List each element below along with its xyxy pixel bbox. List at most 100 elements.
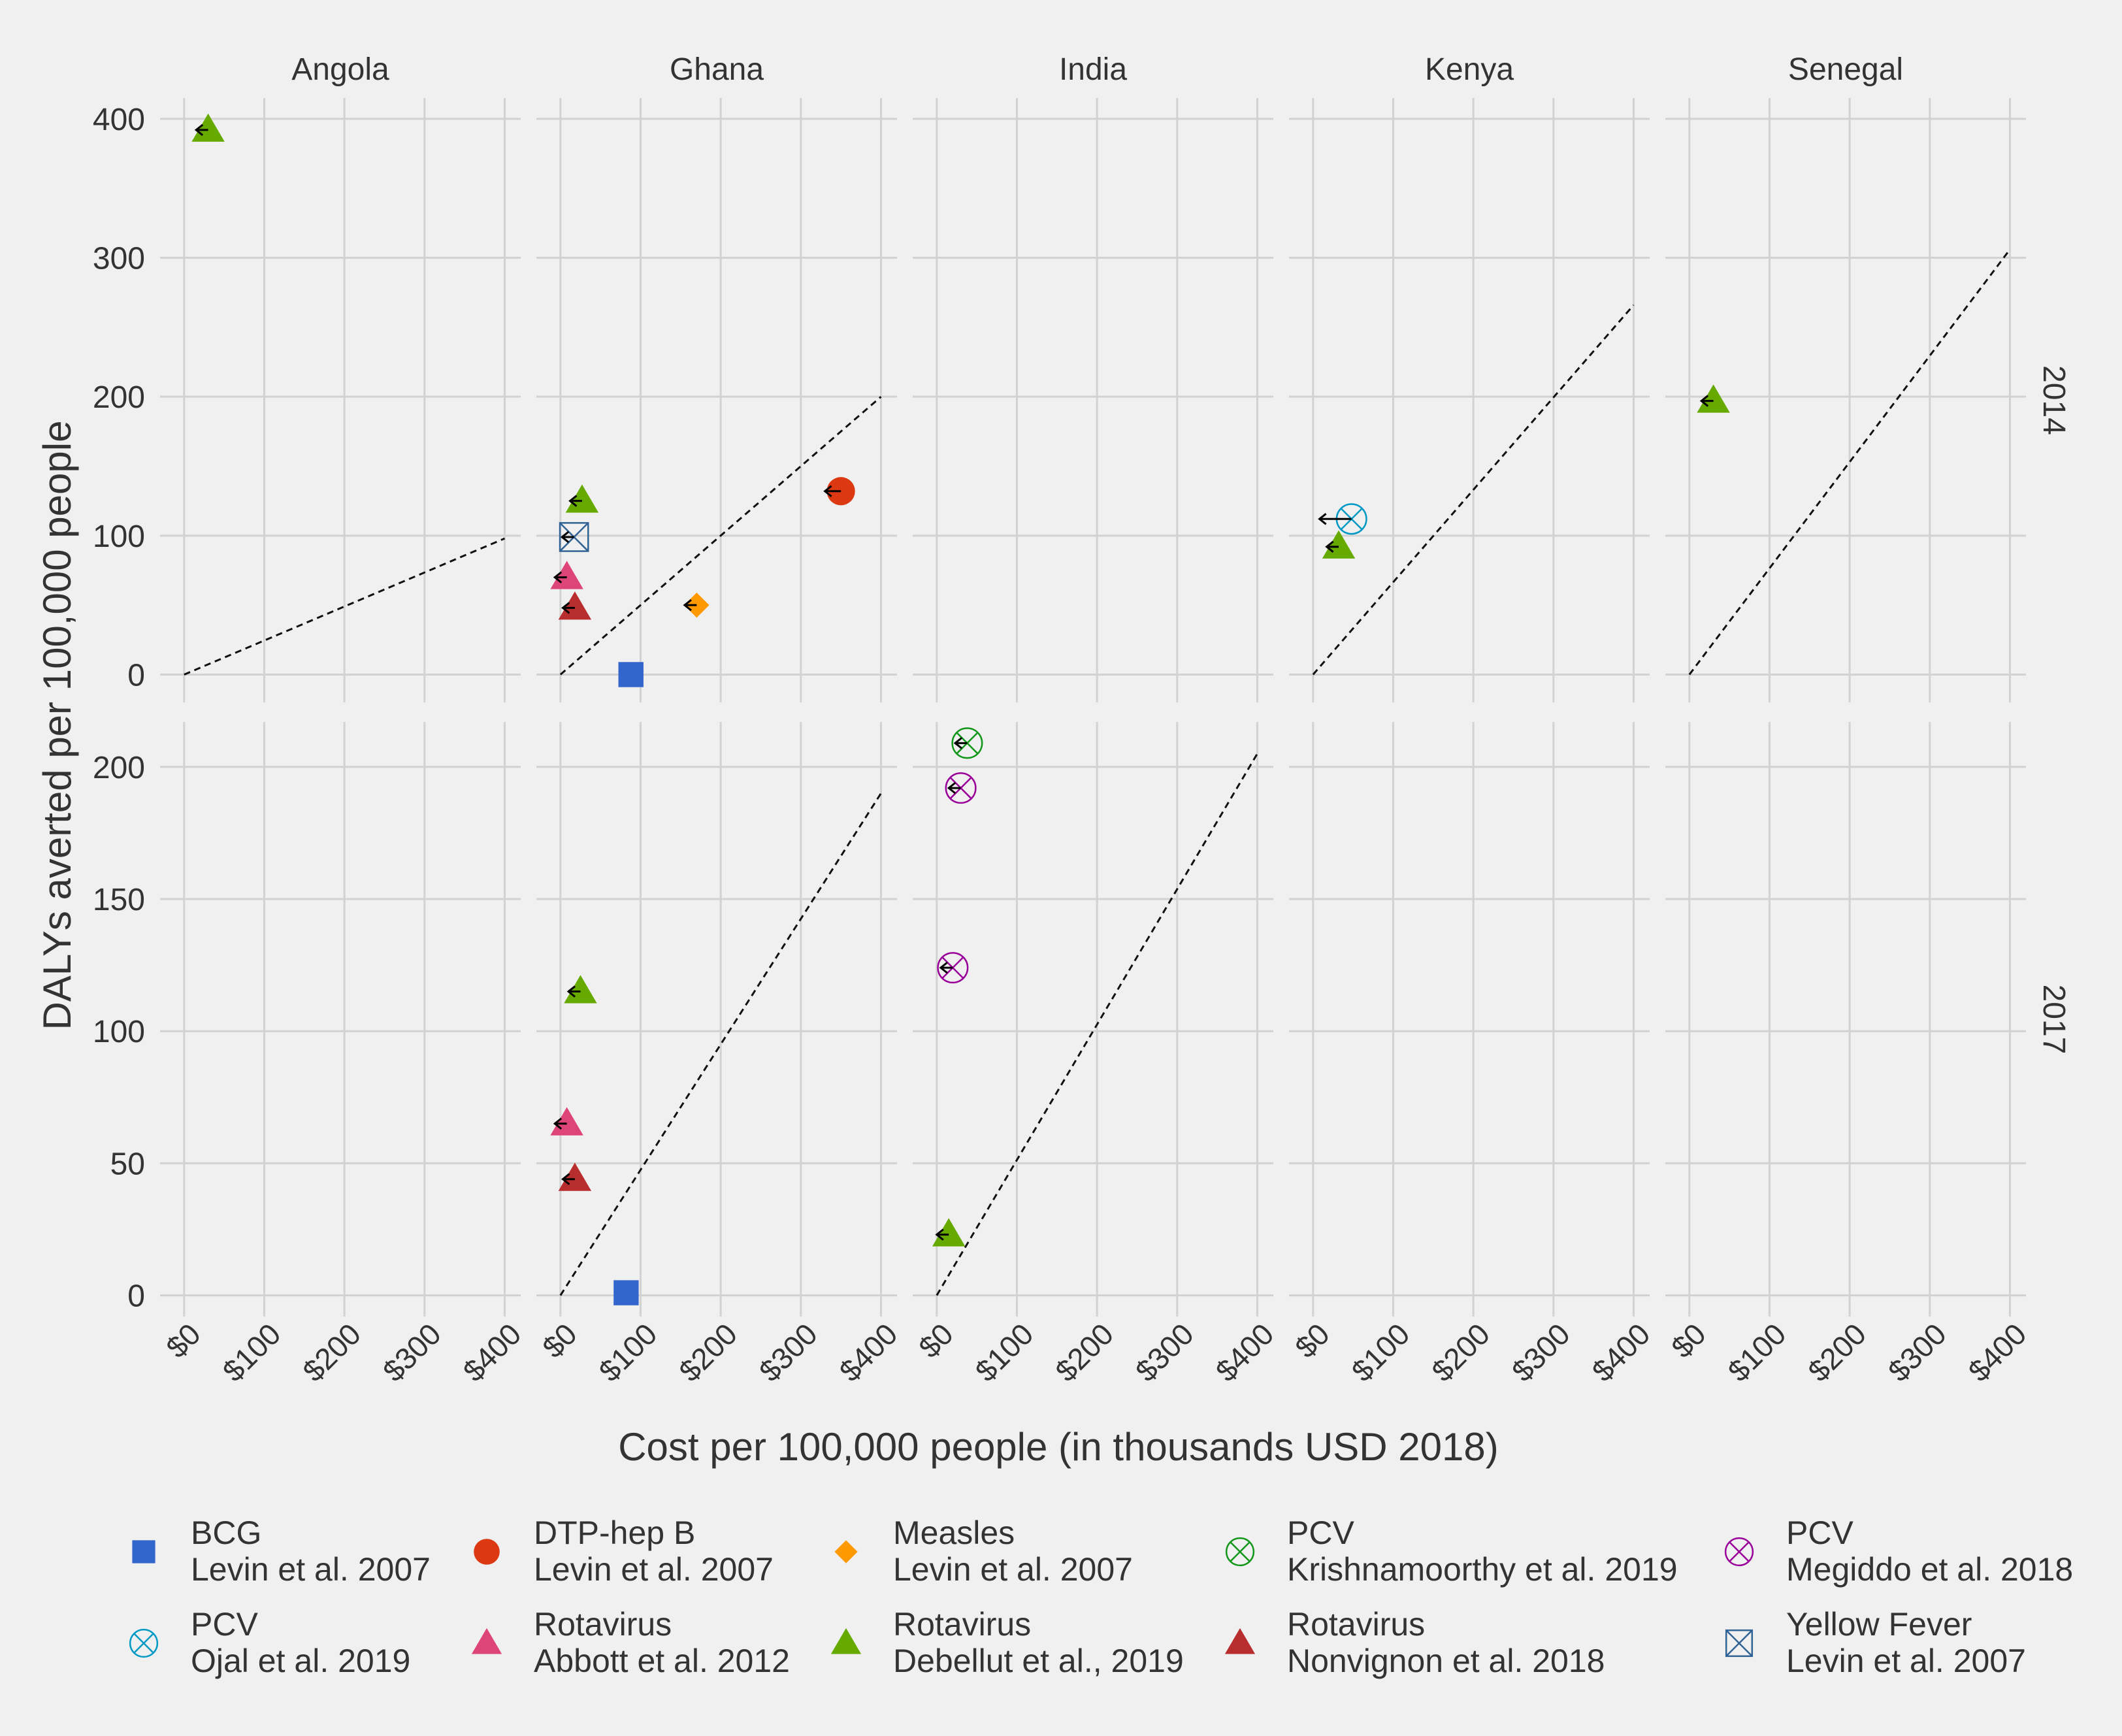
legend-label-name: DTP-hep B <box>534 1515 695 1551</box>
point-arrow <box>939 961 953 974</box>
strip-label-india: India <box>1059 52 1127 87</box>
legend-label-source: Abbott et al. 2012 <box>534 1643 790 1679</box>
strip-label-kenya: Kenya <box>1425 52 1514 87</box>
point-pcv_m-ring <box>945 772 977 804</box>
point-pcv_m-ring <box>937 952 969 984</box>
y-tick-label: 200 <box>93 751 145 785</box>
legend-label-name: PCV <box>1786 1515 1853 1551</box>
threshold-line <box>1312 304 1635 676</box>
point-rota_n <box>558 591 592 620</box>
legend-label-name: PCV <box>191 1606 258 1643</box>
point-arrow <box>561 602 575 614</box>
legend-key-rota_a <box>471 1628 502 1654</box>
legend-label-source: Levin et al. 2007 <box>893 1551 1133 1588</box>
legend-label-name: Rotavirus <box>893 1606 1031 1643</box>
legend-key-pcv_o-cross <box>133 1633 154 1654</box>
facet-strips: Angola Ghana India Kenya Senegal 2014 2017 <box>291 52 2071 1054</box>
point-rota_n <box>558 1162 592 1191</box>
point-arrow <box>568 495 582 507</box>
y-tick-label: 50 <box>110 1147 145 1181</box>
legend-label-name: Rotavirus <box>534 1606 672 1643</box>
point-rota_a <box>550 1107 583 1136</box>
legend-key-bcg <box>132 1540 155 1564</box>
panel-senegal-2017 <box>1665 722 2026 1317</box>
y-axis-title: DALYs averted per 100,000 people <box>35 421 79 1030</box>
strip-label-2017: 2017 <box>2036 985 2071 1055</box>
point-pcv_k-ring <box>951 727 983 759</box>
point-rota_a <box>550 561 583 589</box>
legend-key-pcv_m-cross <box>1729 1541 1750 1562</box>
y-tick-label: 200 <box>93 380 145 415</box>
point-arrow <box>561 1173 575 1185</box>
point-yf-box <box>559 522 589 552</box>
panel-ghana-2017 <box>536 722 897 1317</box>
point-arrow <box>935 1228 949 1241</box>
legend-key-yf-cross <box>1725 1630 1753 1657</box>
point-arrow <box>823 485 841 497</box>
point-arrow <box>1318 513 1352 525</box>
point-rota_d <box>932 1218 966 1247</box>
strip-label-angola: Angola <box>291 52 389 87</box>
panel-india-2017 <box>913 722 1273 1317</box>
panel-kenya-2014 <box>1289 98 1650 702</box>
legend-key-pcv_k <box>1225 1537 1255 1567</box>
panel-india-2014 <box>913 98 1273 702</box>
legend-label-source: Ojal et al. 2019 <box>191 1643 410 1679</box>
point-arrow <box>553 571 567 583</box>
threshold-line <box>559 396 882 676</box>
y-tick-label: 0 <box>127 658 145 693</box>
point-arrow <box>194 123 208 137</box>
legend-label-name: Measles <box>893 1515 1015 1551</box>
legend-key-measles <box>834 1540 858 1564</box>
strip-label-ghana: Ghana <box>670 52 764 87</box>
point-bcg <box>613 1280 639 1305</box>
point-arrow <box>553 1117 567 1130</box>
strip-label-senegal: Senegal <box>1788 52 1903 87</box>
legend-key-rota_d <box>830 1628 862 1654</box>
y-tick-label: 0 <box>127 1279 145 1314</box>
legend-label-source: Krishnamoorthy et al. 2019 <box>1287 1551 1678 1588</box>
legend-label-name: BCG <box>191 1515 261 1551</box>
strip-label-2014: 2014 <box>2036 365 2071 435</box>
legend-label-name: Rotavirus <box>1287 1606 1425 1643</box>
legend-key-pcv_k-ring <box>1225 1537 1255 1567</box>
point-arrow <box>1699 395 1714 407</box>
legend-label-source: Nonvignon et al. 2018 <box>1287 1643 1605 1679</box>
y-tick-label: 300 <box>93 242 145 276</box>
point-arrow <box>683 598 697 612</box>
legend-key-yf <box>1725 1629 1754 1658</box>
y-tick-label: 400 <box>93 103 145 137</box>
legend-label-name: Yellow Fever <box>1786 1606 1972 1643</box>
x-axis-title: Cost per 100,000 people (in thousands US… <box>618 1425 1499 1469</box>
legend-key-yf-box <box>1725 1629 1754 1658</box>
panel-ghana-2014 <box>536 98 897 702</box>
facet-panels <box>160 98 2026 1317</box>
legend-key-pcv_m-ring <box>1724 1537 1754 1567</box>
point-arrow <box>1325 540 1339 553</box>
legend-key-pcv_m <box>1724 1537 1754 1567</box>
panel-senegal-2014 <box>1665 98 2026 702</box>
point-rota_d <box>191 113 225 142</box>
legend-label-source: Megiddo et al. 2018 <box>1786 1551 2073 1588</box>
y-tick-label: 100 <box>93 1015 145 1049</box>
threshold-line <box>184 537 506 676</box>
point-arrow <box>566 985 581 998</box>
threshold-line <box>936 753 1258 1296</box>
point-bcg <box>618 662 644 687</box>
legend-label-source: Debellut et al., 2019 <box>893 1643 1184 1679</box>
legend-label-source: Levin et al. 2007 <box>534 1551 774 1588</box>
point-arrow <box>560 531 574 544</box>
y-tick-label: 150 <box>93 883 145 917</box>
